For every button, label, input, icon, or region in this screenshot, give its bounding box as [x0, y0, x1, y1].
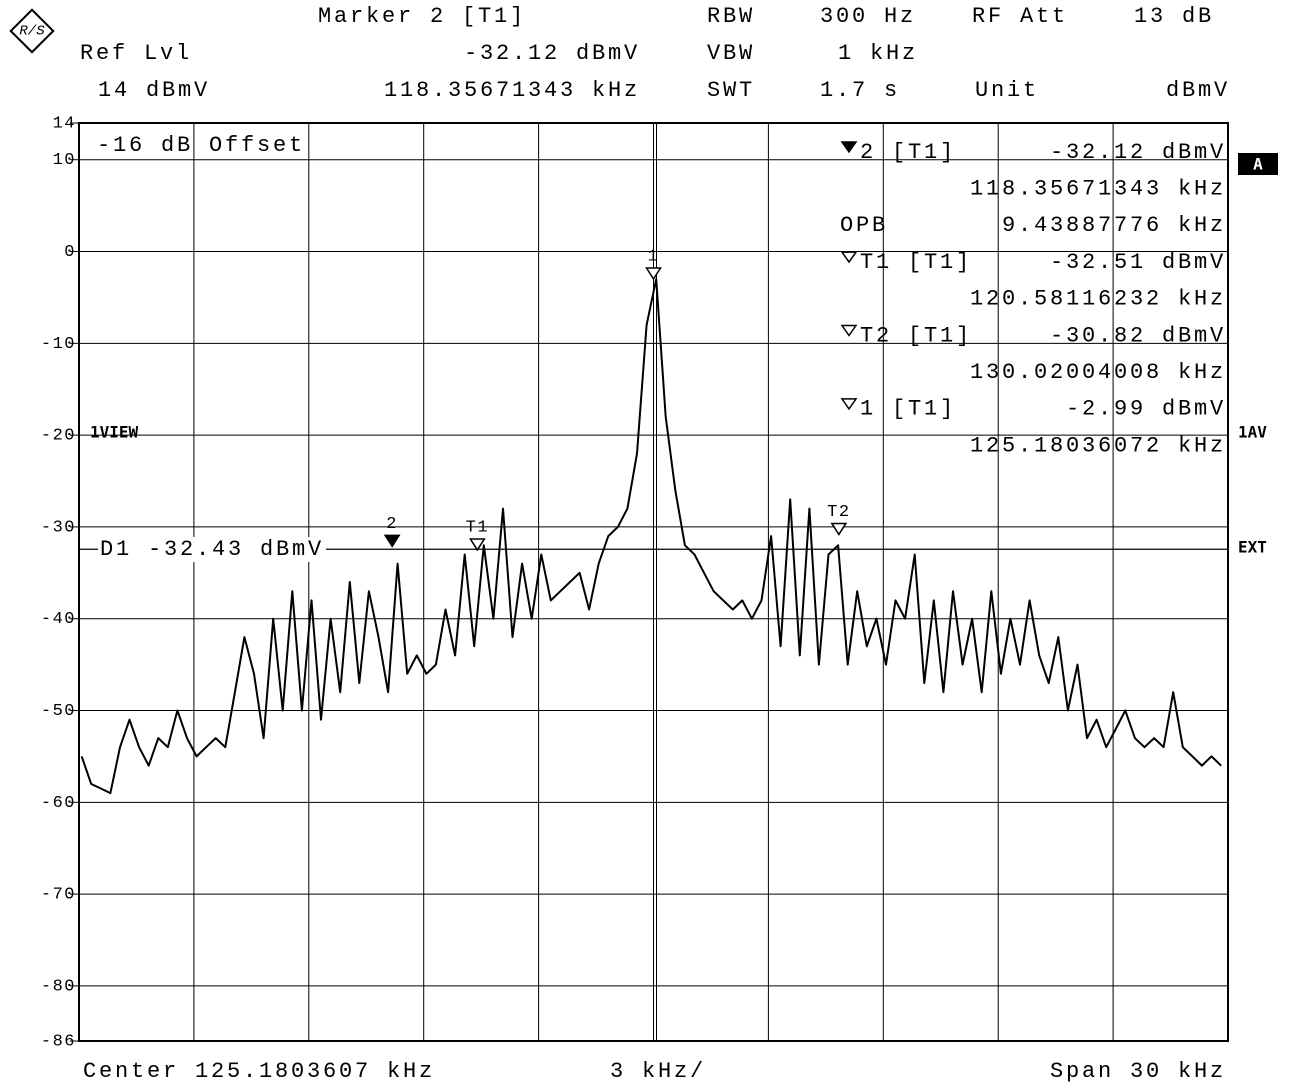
view-label: 1VIEW [90, 423, 139, 442]
y-tick-label: 0 [64, 243, 76, 262]
plot-frame [78, 122, 1229, 1042]
side-box [1238, 153, 1278, 175]
marker-table-value: -30.82 dBmV [1050, 323, 1226, 348]
footer-div: 3 kHz/ [610, 1059, 706, 1084]
marker-symbol [840, 324, 858, 337]
y-tick-label: 14 [53, 114, 76, 133]
trace [80, 278, 1222, 795]
rf-att: 13 dB [1134, 4, 1214, 29]
swt-label: SWT [707, 78, 755, 103]
y-tick-label: -80 [41, 977, 76, 996]
side-label: EXT [1238, 538, 1267, 557]
marker-table-value: -2.99 dBmV [1066, 397, 1226, 422]
footer-span: Span 30 kHz [1050, 1059, 1226, 1084]
y-tick-label: 10 [53, 151, 76, 170]
y-tick-label: -40 [41, 610, 76, 629]
unit: dBmV [1166, 78, 1230, 103]
marker-table-value: 118.35671343 kHz [970, 177, 1226, 202]
logo: R/S [9, 8, 55, 54]
marker-table-value: 130.02004008 kHz [970, 360, 1226, 385]
vbw-label: VBW [707, 41, 755, 66]
marker-label: T1 [466, 518, 489, 537]
rbw: 300 Hz [820, 4, 916, 29]
svg-text:R/S: R/S [19, 24, 45, 40]
marker-table-value: -32.51 dBmV [1050, 250, 1226, 275]
marker [645, 267, 662, 281]
unit-label: Unit [975, 78, 1039, 103]
footer-center: Center 125.1803607 kHz [83, 1059, 435, 1084]
rf-att-label: RF Att [972, 4, 1068, 29]
marker [830, 522, 848, 536]
ref-lvl-label: Ref Lvl [80, 41, 192, 66]
y-tick-label: -20 [41, 427, 76, 446]
marker-table-value: 125.18036072 kHz [970, 433, 1226, 458]
marker-table-name: T2 [T1] [860, 323, 972, 348]
offset-label: -16 dB Offset [97, 133, 305, 158]
y-tick-label: -70 [41, 886, 76, 905]
marker-table-value: 9.43887776 kHz [1002, 213, 1226, 238]
marker [383, 534, 401, 548]
marker-table-name: T1 [T1] [860, 250, 972, 275]
marker-table-value: -32.12 dBmV [1050, 140, 1226, 165]
swt: 1.7 s [820, 78, 900, 103]
marker-table-name: 1 [T1] [860, 397, 956, 422]
marker-label: 1 [648, 247, 660, 266]
rbw-label: RBW [707, 4, 755, 29]
side-label: 1AV [1238, 423, 1267, 442]
side-label: A [1253, 155, 1263, 174]
ref-lvl: 14 dBmV [98, 78, 210, 103]
marker-symbol [840, 141, 858, 154]
marker-symbol [840, 398, 858, 411]
y-tick-label: -60 [41, 794, 76, 813]
vbw: 1 kHz [838, 41, 918, 66]
y-tick-label: -30 [41, 518, 76, 537]
marker-table-name: 2 [T1] [860, 140, 956, 165]
marker-symbol [840, 251, 858, 264]
y-tick-label: -50 [41, 702, 76, 721]
y-tick-label: -86 [41, 1032, 76, 1051]
y-tick-label: -10 [41, 335, 76, 354]
marker-label: T2 [827, 503, 850, 522]
marker-title: Marker 2 [T1] [318, 4, 526, 29]
marker-freq: 118.35671343 kHz [384, 78, 640, 103]
marker [468, 538, 486, 552]
label-bg [98, 537, 327, 563]
marker-level: -32.12 dBmV [464, 41, 640, 66]
marker-table-name: OPB [840, 213, 888, 238]
marker-label: 2 [386, 515, 398, 534]
display-line-label: D1 -32.43 dBmV [100, 537, 324, 562]
marker-table-value: 120.58116232 kHz [970, 287, 1226, 312]
